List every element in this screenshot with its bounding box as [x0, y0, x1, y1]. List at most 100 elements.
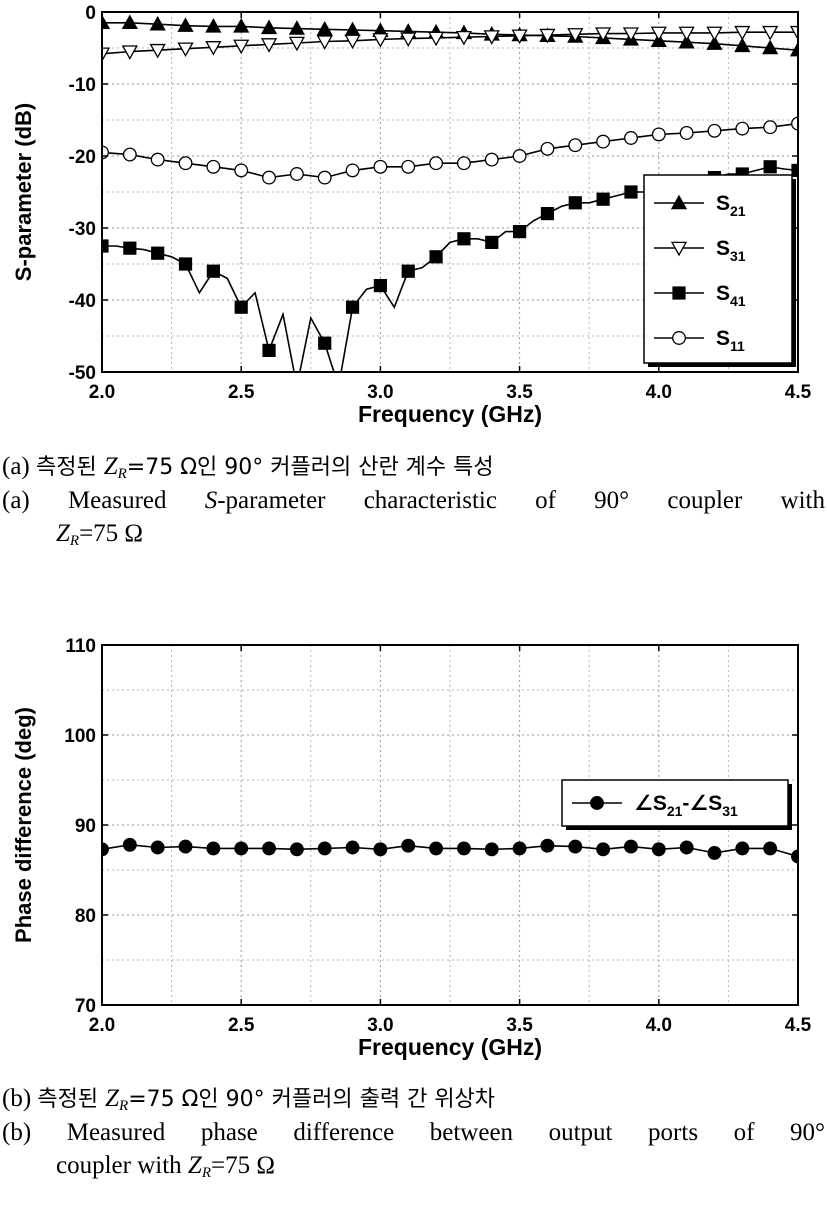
data-point-41: [178, 257, 193, 271]
legend-marker: [590, 796, 604, 810]
caption-b: (b) 측정된 ZR=75 Ω인 90° 커플러의 출력 간 위상차 (b) M…: [2, 1082, 825, 1182]
phase-difference-chart: 2.0 2.5 3.0 3.5 4.0 4.5 110 100 90 80 70 Frequency …: [11, 636, 812, 1060]
data-point-11: [456, 156, 471, 171]
data-point-31: [344, 34, 361, 50]
data-point-21: [102, 14, 111, 30]
data-point-21: [679, 840, 694, 855]
y-tick-label: 110: [65, 636, 96, 657]
y-tick-label: -30: [69, 219, 96, 240]
data-point-41: [318, 336, 332, 350]
data-point-21: [568, 839, 583, 854]
data-point-21: [540, 838, 555, 853]
y-tick-label: 90: [75, 816, 96, 837]
data-point-31: [567, 28, 584, 43]
data-point-21: [678, 33, 695, 49]
data-point-11: [345, 163, 360, 178]
legend-entry-21: S21: [654, 192, 746, 219]
data-point-11: [122, 147, 137, 162]
x-tick-label: 2.0: [89, 1015, 115, 1036]
data-point-41: [568, 196, 582, 210]
data-point-31: [650, 26, 667, 42]
legend-box: [643, 174, 793, 364]
data-point-41: [429, 250, 443, 264]
data-point-41: [401, 264, 415, 278]
data-point-21: [122, 837, 137, 852]
y-axis-label: Phase difference (deg): [11, 707, 36, 943]
data-point-31: [205, 41, 222, 56]
data-point-11: [735, 121, 750, 136]
y-axis-label: S-parameter (dB): [11, 103, 36, 281]
data-point-31: [706, 26, 723, 42]
data-point-11: [429, 156, 444, 171]
data-point-41: [262, 343, 276, 358]
data-point-41: [513, 224, 527, 239]
data-point-41: [457, 232, 471, 246]
data-point-21: [484, 842, 499, 857]
x-axis-label: Frequency (GHz): [358, 401, 542, 427]
data-point-31: [260, 38, 278, 53]
data-point-31: [483, 30, 500, 45]
data-point-11: [596, 134, 611, 149]
x-tick-label: 4.5: [785, 382, 812, 403]
x-tick-label: 2.0: [89, 382, 115, 403]
data-point-11: [763, 120, 778, 135]
data-point-31: [455, 30, 473, 46]
data-point-31: [427, 31, 445, 47]
data-point-11: [178, 156, 193, 171]
legend-marker: [670, 241, 688, 257]
data-point-41: [485, 235, 499, 249]
s-parameter-chart: 2.0 2.5 3.0 3.5 4.0 4.5 0 -10 -20 -30 -40 -50 Freque…: [11, 3, 812, 427]
legend-entry-41: S41: [654, 282, 746, 309]
legend-label: S41: [716, 282, 746, 309]
data-point-11: [373, 159, 388, 174]
data-point-41: [234, 300, 248, 314]
data-point-11: [568, 138, 583, 153]
y-tick-label: 100: [64, 726, 96, 747]
x-tick-label: 3.5: [506, 1015, 533, 1036]
series-line-11: [102, 122, 798, 179]
x-tick-label: 4.0: [646, 1015, 672, 1036]
legend: S21 S31 S41 S11: [643, 174, 796, 367]
x-tick-label: 3.0: [367, 1015, 393, 1036]
data-point-31: [288, 36, 305, 52]
tick-marks: [101, 644, 799, 1006]
data-point-31: [595, 27, 612, 42]
data-point-11: [289, 167, 304, 181]
caption-a: (a) 측정된 ZR=75 Ω인 90° 커플러의 산란 계수 특성 (a) M…: [2, 450, 825, 550]
x-axis-label: Frequency (GHz): [358, 1034, 542, 1060]
plot-frame: [101, 11, 799, 373]
data-point-21: [150, 840, 165, 855]
data-point-21: [456, 841, 471, 856]
data-point-31: [678, 26, 695, 42]
y-tick-label: -20: [69, 147, 96, 168]
data-point-31: [622, 27, 640, 42]
data-point-41: [123, 241, 137, 255]
data-point-31: [177, 42, 194, 58]
data-point-21: [763, 841, 778, 856]
data-point-21: [260, 19, 278, 35]
caption-b-english-line2: coupler with ZR=75 Ω: [56, 1152, 275, 1181]
data-point-21: [512, 841, 527, 856]
data-point-31: [789, 25, 798, 41]
data-point-11: [679, 126, 694, 140]
data-point-21: [178, 839, 193, 854]
legend-label: S21: [716, 192, 746, 219]
data-point-11: [150, 152, 165, 167]
data-point-41: [151, 246, 165, 260]
data-point-31: [734, 25, 751, 41]
caption-a-english-line1: (a) Measured S-parameter characteristic …: [2, 487, 825, 514]
data-point-21: [735, 841, 750, 856]
y-tick-label: -40: [69, 291, 96, 312]
legend-marker: [672, 331, 686, 345]
data-point-21: [596, 842, 611, 857]
data-point-11: [401, 159, 416, 174]
x-tick-label: 4.0: [646, 382, 672, 403]
data-point-11: [540, 141, 555, 156]
data-point-41: [291, 380, 303, 392]
data-point-21: [316, 20, 333, 36]
data-point-31: [121, 45, 138, 60]
data-point-41: [596, 192, 610, 206]
data-point-11: [791, 116, 798, 131]
data-point-31: [149, 43, 166, 59]
legend-label: S11: [716, 327, 745, 354]
